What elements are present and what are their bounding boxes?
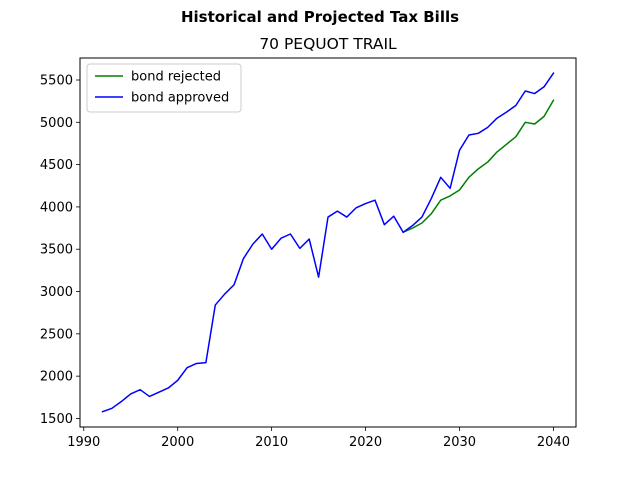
legend: bond rejected bond approved [86, 63, 242, 113]
x-tick-label: 2020 [349, 435, 382, 450]
y-tick-label: 3500 [40, 243, 73, 258]
x-tick-label: 2010 [255, 435, 288, 450]
y-axis: 1500 2000 2500 3000 3500 4000 4500 5000 5500 [40, 73, 80, 427]
legend-box [86, 63, 242, 113]
series-line-bond-approved [101, 72, 555, 413]
x-tick-label: 2000 [161, 435, 194, 450]
y-tick-label: 2500 [40, 327, 73, 342]
y-tick-label: 5000 [40, 116, 73, 131]
series-line-bond-rejected [402, 99, 555, 234]
chart-title: 70 PEQUOT TRAIL [259, 35, 397, 53]
y-tick-label: 3000 [40, 285, 73, 300]
chart-suptitle: Historical and Projected Tax Bills [181, 8, 459, 26]
x-tick-label: 1990 [67, 435, 100, 450]
y-tick-label: 1500 [40, 412, 73, 427]
legend-label-bond-rejected: bond rejected [131, 70, 221, 85]
axes-frame [79, 57, 577, 428]
y-tick-label: 2000 [40, 370, 73, 385]
y-tick-label: 4000 [40, 200, 73, 215]
x-tick-label: 2030 [443, 435, 476, 450]
y-tick-label: 4500 [40, 158, 73, 173]
legend-label-bond-approved: bond approved [131, 91, 229, 106]
y-tick-label: 5500 [40, 73, 73, 88]
x-tick-label: 2040 [537, 435, 570, 450]
x-axis: 1990 2000 2010 2020 2030 2040 [67, 427, 570, 450]
plot-area [101, 72, 555, 413]
